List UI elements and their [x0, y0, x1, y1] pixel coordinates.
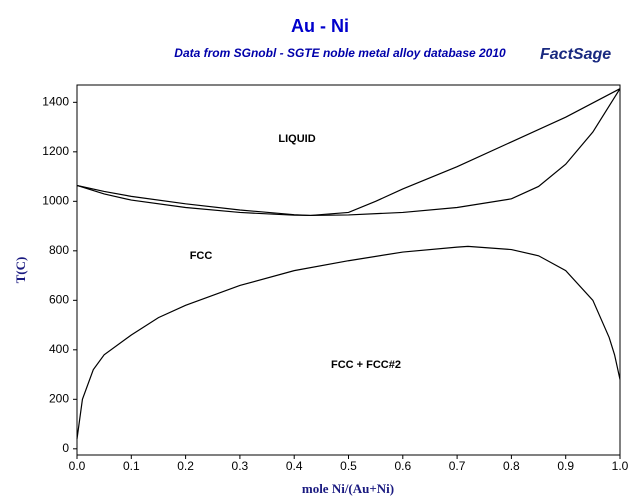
phase-boundary [76, 245, 621, 439]
x-tick-label: 0.1 [123, 459, 140, 473]
y-tick-label: 1200 [42, 144, 69, 158]
y-tick-label: 400 [49, 342, 69, 356]
chart-subtitle: Data from SGnobl - SGTE noble metal allo… [174, 46, 506, 60]
logo: FactSage [540, 46, 611, 63]
x-tick-label: 0.5 [340, 459, 357, 473]
x-tick-label: 0.4 [286, 459, 303, 473]
x-tick-label: 0.2 [177, 459, 194, 473]
y-tick-label: 200 [49, 391, 69, 405]
x-tick-label: 0.8 [503, 459, 520, 473]
region-label: FCC + FCC#2 [331, 359, 401, 371]
y-tick-label: 1400 [42, 94, 69, 108]
plot-frame [76, 84, 621, 456]
x-axis-label: mole Ni/(Au+Ni) [302, 481, 394, 496]
y-axis-label: T(C) [13, 257, 28, 284]
phase-boundary [76, 88, 621, 217]
y-tick-label: 1000 [42, 193, 69, 207]
x-tick-label: 0.9 [557, 459, 574, 473]
phase-boundary [76, 88, 621, 217]
y-tick-label: 800 [49, 243, 69, 257]
x-tick-label: 0.6 [394, 459, 411, 473]
region-label: LIQUID [278, 133, 315, 145]
y-tick-label: 0 [62, 441, 69, 455]
chart-title: Au - Ni [291, 16, 349, 36]
x-tick-label: 0.7 [449, 459, 466, 473]
x-tick-label: 0.3 [232, 459, 249, 473]
x-tick-label: 0.0 [69, 459, 86, 473]
region-label: FCC [190, 250, 213, 262]
y-tick-label: 600 [49, 292, 69, 306]
x-tick-label: 1.0 [612, 459, 629, 473]
